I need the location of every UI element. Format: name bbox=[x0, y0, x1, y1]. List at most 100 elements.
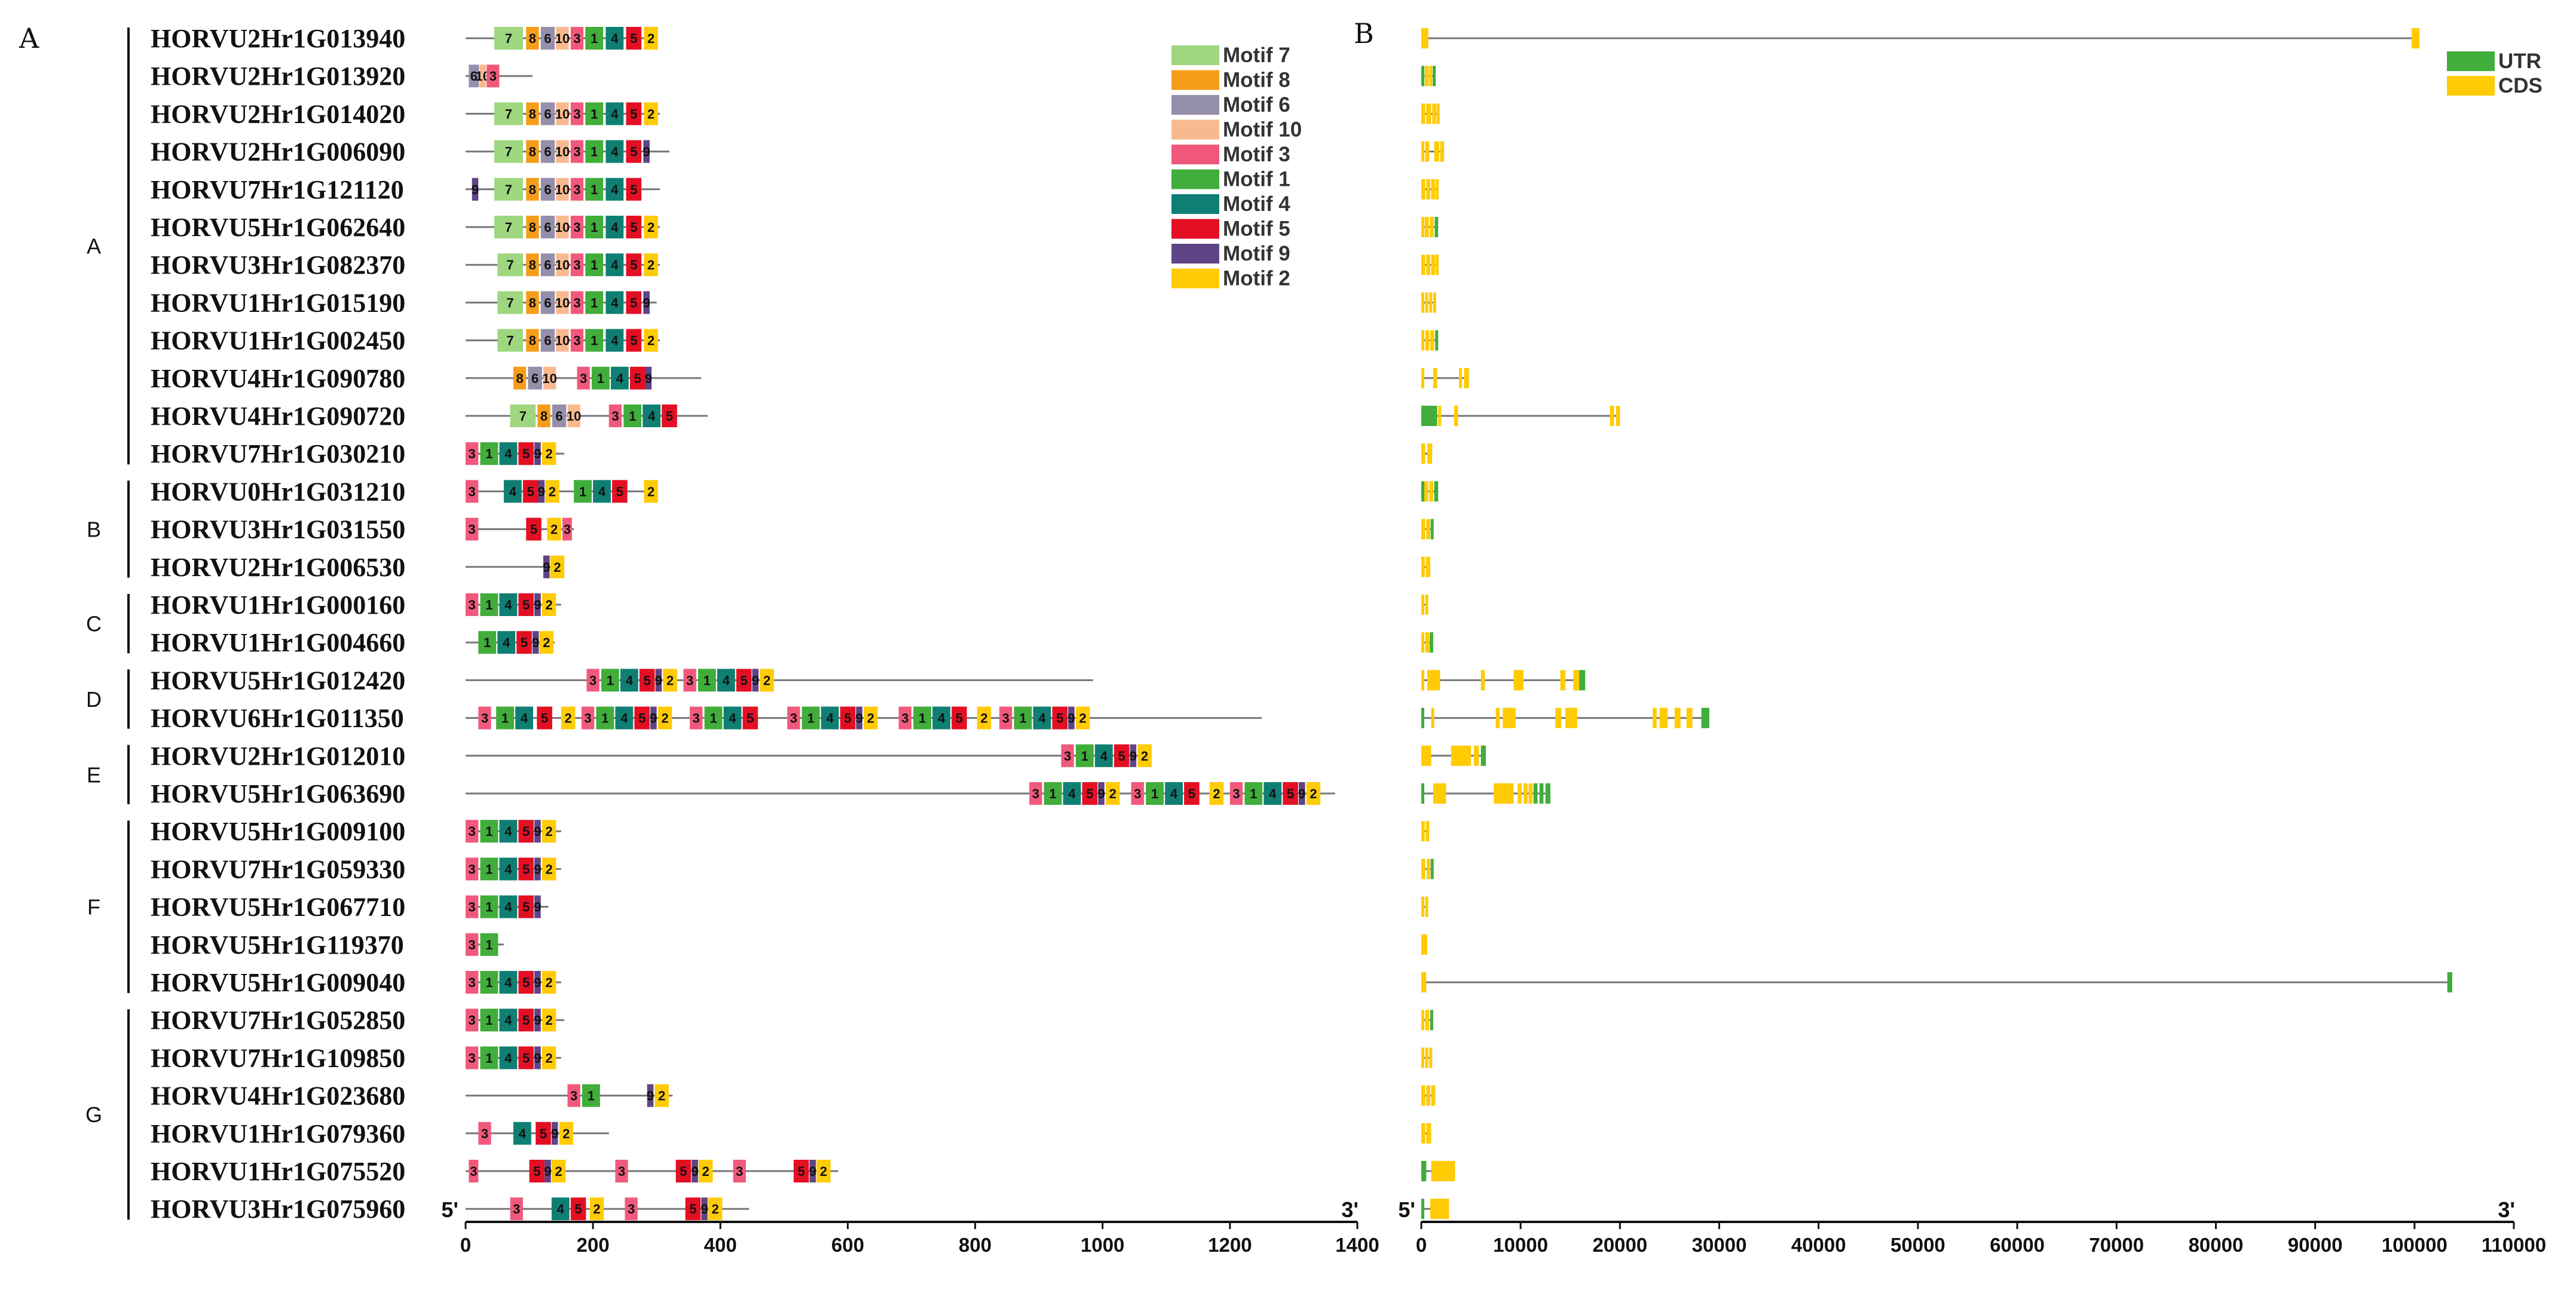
motif-number: 6 bbox=[544, 31, 551, 46]
motif-box bbox=[644, 102, 658, 125]
motif-number: 3 bbox=[1232, 786, 1240, 801]
motif-box bbox=[494, 177, 523, 201]
motif-box bbox=[534, 971, 541, 994]
structure-row bbox=[1421, 821, 1430, 842]
structure-row bbox=[1421, 1123, 1431, 1144]
legend-swatch bbox=[1171, 70, 1219, 90]
motif-number: 3 bbox=[573, 31, 580, 46]
utr-block bbox=[1701, 707, 1709, 728]
motif-number: 1 bbox=[1151, 786, 1158, 801]
motif-row: 7 8 6 10 3 1 4 5 2 bbox=[466, 253, 660, 277]
cds-block bbox=[1421, 367, 1424, 388]
cds-block bbox=[2411, 28, 2420, 48]
motif-number: 3 bbox=[513, 1202, 520, 1217]
cds-block bbox=[1494, 783, 1514, 804]
motif-number: 3 bbox=[573, 333, 580, 348]
motif-box bbox=[562, 517, 572, 541]
motif-box bbox=[497, 253, 523, 277]
motif-box bbox=[518, 857, 534, 881]
motif-box bbox=[499, 1009, 518, 1032]
cds-block bbox=[1433, 783, 1446, 804]
motif-number: 2 bbox=[647, 333, 654, 348]
motif-box bbox=[541, 1046, 556, 1070]
motif-number: 5 bbox=[522, 862, 530, 877]
motif-number: 5 bbox=[530, 522, 537, 537]
motif-number: 1 bbox=[591, 182, 598, 197]
cds-block bbox=[1430, 217, 1434, 237]
motif-number: 8 bbox=[529, 258, 536, 272]
cds-block bbox=[1421, 632, 1424, 653]
motif-number: 9 bbox=[855, 711, 862, 726]
structure-row bbox=[1421, 141, 1445, 162]
motif-number: 3 bbox=[573, 106, 580, 121]
five-prime-label: 5' bbox=[1398, 1197, 1415, 1222]
cds-block bbox=[1560, 670, 1565, 691]
utr-block bbox=[1435, 330, 1439, 351]
motif-number: 2 bbox=[545, 1050, 552, 1065]
motif-number: 1 bbox=[607, 673, 614, 688]
motif-box bbox=[510, 1197, 523, 1221]
motif-box bbox=[518, 1046, 534, 1070]
cds-block bbox=[1426, 179, 1430, 200]
motif-number: 7 bbox=[505, 182, 512, 197]
motif-box bbox=[559, 1122, 574, 1145]
motif-box bbox=[537, 405, 550, 427]
motif-number: 2 bbox=[555, 1164, 562, 1179]
motif-number: 5 bbox=[527, 484, 534, 499]
tick-label: 20000 bbox=[1592, 1234, 1647, 1256]
cds-block bbox=[1528, 783, 1533, 804]
motif-box bbox=[643, 140, 650, 163]
motif-box bbox=[626, 27, 642, 50]
cds-block bbox=[1421, 972, 1427, 992]
cds-block bbox=[1433, 367, 1437, 388]
motif-number: 9 bbox=[543, 560, 550, 575]
motif-number: 1 bbox=[485, 1013, 492, 1028]
cds-block bbox=[1430, 1199, 1449, 1220]
motif-number: 2 bbox=[647, 258, 654, 272]
motif-box bbox=[596, 706, 614, 730]
motif-number: 5 bbox=[1086, 786, 1093, 801]
motif-number: 2 bbox=[1141, 749, 1148, 764]
cds-block bbox=[1426, 1123, 1431, 1144]
motif-box bbox=[561, 706, 576, 730]
legend-label: Motif 7 bbox=[1223, 44, 1290, 67]
legend-label: Motif 3 bbox=[1223, 143, 1290, 166]
motif-box bbox=[1263, 782, 1282, 805]
motif-number: 5 bbox=[634, 371, 641, 386]
motif-box bbox=[466, 480, 479, 503]
motif-box bbox=[864, 706, 878, 730]
cds-block bbox=[1425, 556, 1430, 577]
motif-box bbox=[526, 329, 539, 352]
cds-block bbox=[1431, 255, 1436, 275]
motif-box bbox=[663, 669, 677, 692]
motif-number: 10 bbox=[555, 220, 570, 235]
motif-number: 4 bbox=[611, 106, 619, 121]
utr-block bbox=[1430, 632, 1433, 653]
utr-block bbox=[1430, 519, 1434, 540]
motif-number: 1 bbox=[501, 711, 509, 726]
motif-box bbox=[552, 405, 567, 427]
group-label: G bbox=[85, 1102, 102, 1127]
gene-label: HORVU5Hr1G063690 bbox=[151, 779, 405, 808]
motif-box bbox=[657, 706, 672, 730]
motif-number: 3 bbox=[469, 900, 476, 915]
motif-number: 4 bbox=[504, 446, 512, 461]
motif-box bbox=[480, 933, 498, 956]
motif-number: 2 bbox=[545, 446, 552, 461]
cds-block bbox=[1523, 783, 1528, 804]
motif-box bbox=[556, 329, 569, 352]
gene-label: HORVU4Hr1G090780 bbox=[151, 364, 405, 393]
motif-box bbox=[541, 442, 556, 465]
motif-number: 7 bbox=[519, 409, 527, 424]
motif-number: 6 bbox=[470, 69, 478, 84]
motif-number: 4 bbox=[504, 598, 512, 612]
cds-block bbox=[1454, 406, 1458, 426]
cds-block bbox=[1555, 707, 1562, 728]
motif-number: 2 bbox=[593, 1202, 600, 1217]
utr-block bbox=[1533, 783, 1538, 804]
motif-box bbox=[733, 1160, 746, 1182]
motif-box bbox=[626, 291, 642, 314]
